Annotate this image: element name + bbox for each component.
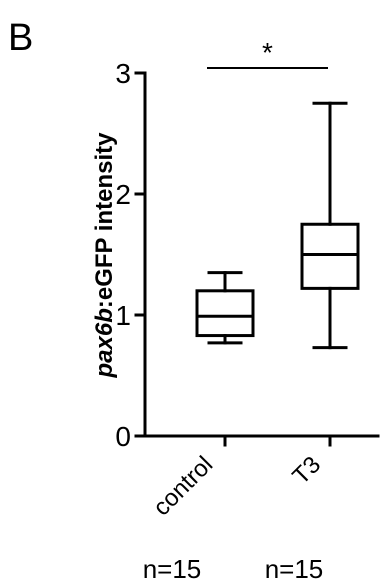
y-tick-label-0: 0 bbox=[115, 421, 131, 452]
y-axis-title-italic: pax6b bbox=[91, 308, 118, 378]
n-label-T3: n=15 bbox=[265, 554, 324, 584]
y-axis-title-rest: :eGFP intensity bbox=[91, 132, 118, 308]
n-label-control: n=15 bbox=[143, 554, 202, 584]
iqr-box-T3 bbox=[300, 222, 360, 290]
y-tick-label-3: 3 bbox=[115, 58, 131, 89]
y-tick-label-2: 2 bbox=[115, 179, 131, 210]
box-control bbox=[195, 271, 255, 345]
boxes bbox=[195, 101, 360, 350]
labels: 0 1 2 3 pax6b:eGFP intensity * control T3 n=15 n=… bbox=[91, 37, 326, 584]
y-tick-label-1: 1 bbox=[115, 300, 131, 331]
iqr-box-control bbox=[195, 289, 255, 338]
axes bbox=[134, 67, 380, 447]
box-T3 bbox=[300, 101, 360, 350]
y-axis-title: pax6b:eGFP intensity bbox=[91, 132, 118, 379]
panel-label: B bbox=[8, 17, 33, 59]
significance-marker: * bbox=[262, 37, 273, 68]
category-label-T3: T3 bbox=[287, 451, 326, 490]
category-label-control: control bbox=[148, 451, 218, 521]
